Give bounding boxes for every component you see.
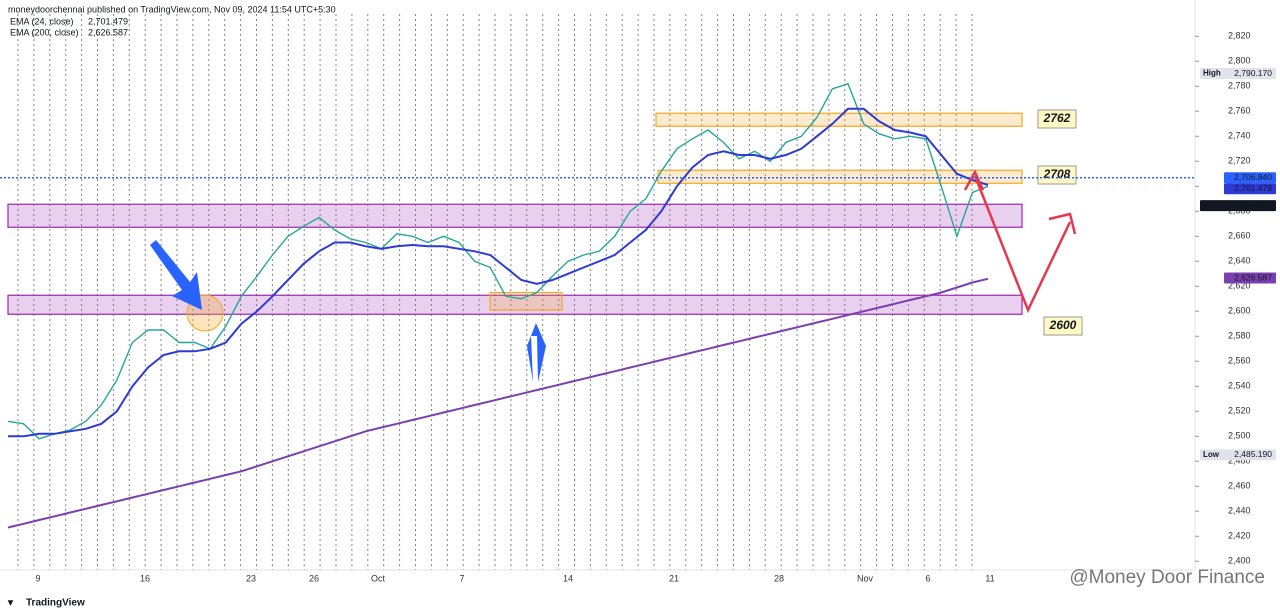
price-label-box [1200,449,1276,461]
series-line [7,277,989,529]
y-tick-label: 2,500 [1228,431,1251,441]
arrow-head [963,169,985,191]
y-tick-label: 2,780 [1228,81,1251,91]
price-label: 2,701.479 [1234,183,1272,193]
legend-value: 2,626.587 [88,27,128,37]
zone [657,169,1023,184]
arrow-head [1048,212,1077,235]
zone-label: 2762 [1043,111,1071,125]
arrow [527,323,546,382]
y-tick-label: 2,480 [1228,456,1251,466]
y-tick-label: 2,720 [1228,156,1251,166]
series-line [8,107,989,438]
x-tick-label: 9 [35,573,40,583]
x-tick-label: Oct [371,573,386,583]
price-label-tag: Low [1203,450,1220,459]
price-label-box [1224,183,1276,195]
zone-label-box [1037,165,1077,185]
y-tick-label: 2,820 [1228,31,1251,41]
price-label-box [1224,172,1276,184]
x-tick-label: 11 [985,573,994,583]
price-label: 2,626.587 [1234,272,1272,282]
x-tick-label: 14 [563,573,573,583]
y-tick-label: 2,540 [1228,381,1251,391]
x-tick-label: 16 [140,573,150,583]
legend-value: 2,701.479 [88,16,128,26]
x-tick-label: 7 [459,573,464,583]
price-label: 2,706.840 [1234,172,1272,182]
legend-name: EMA (200, close) [10,27,79,37]
price-label-tag: XAUUSD [1203,201,1237,210]
footer: TradingView [26,598,85,609]
y-tick-label: 2,740 [1228,131,1251,141]
prediction-path [973,175,1072,314]
y-tick-label: 2,660 [1228,231,1251,241]
y-tick-label: 2,520 [1228,406,1251,416]
y-tick-label: 2,460 [1228,481,1251,491]
legend-name: EMA (24, close) [10,16,74,26]
price-label-box [1200,68,1276,80]
x-tick-label: Nov [857,573,874,583]
x-tick-label: 6 [925,573,930,583]
price-label: 2,684.455 [1234,200,1272,210]
y-tick-label: 2,640 [1228,256,1251,266]
zone-label: 2600 [1049,318,1077,332]
zone [7,203,1023,228]
arrow [150,240,202,310]
zone [655,112,1023,127]
zone [7,294,1023,315]
zone [489,291,563,311]
y-tick-label: 2,800 [1228,56,1251,66]
price-label-box [1200,200,1276,212]
y-tick-label: 2,420 [1228,531,1251,541]
watermark: @Money Door Finance [1069,567,1265,588]
zone-label-box [1043,316,1083,336]
y-tick-label: 2,400 [1228,556,1251,566]
y-tick-label: 2,620 [1228,281,1251,291]
header: moneydoorchennai published on TradingVie… [8,4,336,14]
price-label: 2,485.190 [1234,449,1272,459]
logo: ▾ [7,598,14,609]
x-tick-label: 28 [774,573,784,583]
price-label-tag: High [1203,69,1221,78]
y-tick-label: 2,560 [1228,356,1251,366]
x-tick-label: 21 [669,573,679,583]
series [7,82,989,529]
x-tick-label: 23 [246,573,256,583]
zone-label: 2708 [1043,167,1071,181]
y-tick-label: 2,580 [1228,331,1251,341]
series-line [7,82,989,440]
price-label: 2,790.170 [1234,68,1272,78]
price-label-box [1224,272,1276,284]
x-tick-label: 26 [309,573,319,583]
y-tick-label: 2,760 [1228,106,1251,116]
y-tick-label: 2,440 [1228,506,1251,516]
y-tick-label: 2,600 [1228,306,1251,316]
zone-label-box [1037,109,1077,129]
